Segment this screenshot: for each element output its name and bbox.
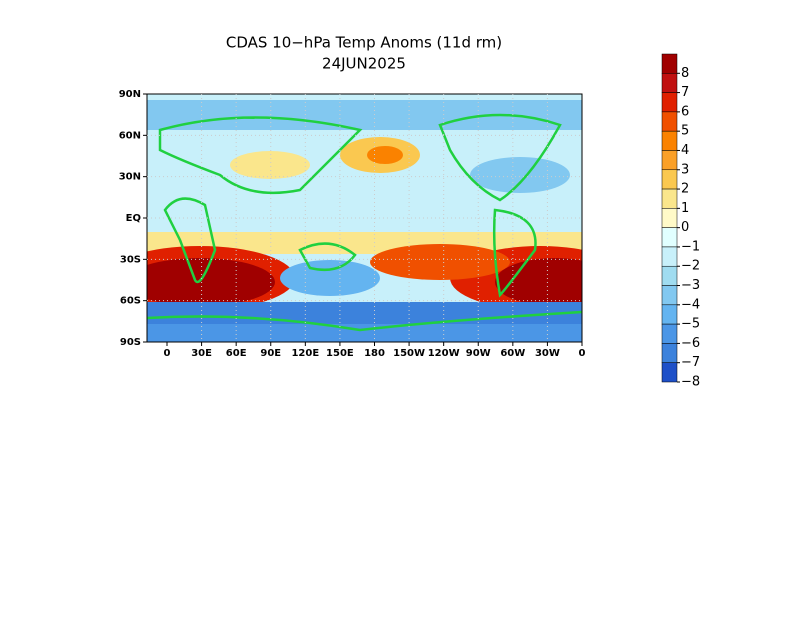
colorbar-box — [661, 111, 678, 132]
field-band — [147, 324, 582, 342]
field-blob — [495, 258, 582, 306]
colorbar-label: 0 — [681, 220, 689, 235]
lat-tick-label: 90N — [119, 89, 141, 100]
colorbar-label: −3 — [681, 278, 700, 293]
colorbar-box — [661, 285, 678, 306]
colorbar-label: −8 — [681, 375, 700, 390]
lon-tick-label: 60E — [226, 348, 247, 359]
colorbar-label: −5 — [681, 317, 700, 332]
colorbar-box — [661, 208, 678, 228]
colorbar-box — [661, 150, 678, 171]
colorbar-box — [661, 265, 678, 286]
coastline — [438, 113, 562, 202]
lat-tick-label: 30N — [119, 172, 141, 183]
colorbar-box — [661, 188, 678, 209]
lat-tick-label: 60N — [119, 130, 141, 141]
colorbar-box — [661, 92, 678, 113]
coastline — [492, 208, 537, 298]
lat-tick-label: 60S — [120, 296, 141, 307]
lon-tick-label: 150W — [393, 348, 425, 359]
lon-tick-label: 90E — [260, 348, 281, 359]
colorbar-label: 1 — [681, 201, 689, 216]
colorbar-label: 3 — [681, 162, 689, 177]
field-blob — [147, 258, 275, 306]
colorbar-box — [661, 227, 678, 248]
field-band — [147, 302, 582, 324]
lon-tick-label: 30E — [191, 348, 212, 359]
map-field — [147, 94, 582, 342]
title: CDAS 10−hPa Temp Anoms (11d rm) — [226, 34, 502, 52]
field-blob — [370, 244, 510, 280]
lon-tick-label: 120W — [428, 348, 460, 359]
colorbar-box — [661, 53, 678, 74]
colorbar-label: 8 — [681, 66, 689, 81]
colorbar-label: 6 — [681, 104, 689, 119]
lon-tick-label: 0 — [164, 348, 171, 359]
colorbar-label: 5 — [681, 124, 689, 139]
colorbar-box — [661, 169, 678, 190]
lat-tick-label: EQ — [126, 213, 141, 224]
colorbar-label: −2 — [681, 259, 700, 274]
colorbar-label: 4 — [681, 143, 689, 158]
colorbar-box — [661, 304, 678, 325]
lon-tick-label: 180 — [364, 348, 385, 359]
lon-tick-label: 120E — [291, 348, 319, 359]
colorbar-label: −4 — [681, 297, 700, 312]
field-blob — [470, 157, 570, 193]
field-blob — [280, 260, 380, 296]
field-blob — [230, 151, 310, 179]
coastline — [298, 242, 357, 272]
colorbar-label: −6 — [681, 336, 700, 351]
lat-tick-label: 90S — [120, 337, 141, 348]
colorbar-label: −1 — [681, 239, 700, 254]
coastline — [158, 116, 363, 195]
lon-tick-label: 60W — [500, 348, 525, 359]
coastline — [163, 197, 217, 284]
colorbar-box — [661, 323, 678, 344]
colorbar-box — [661, 362, 678, 383]
lon-tick-label: 30W — [535, 348, 560, 359]
subtitle: 24JUN2025 — [322, 55, 406, 73]
colorbar-label: −7 — [681, 355, 700, 370]
colorbar-box — [661, 246, 678, 267]
lon-tick-label: 150E — [326, 348, 354, 359]
colorbar-box — [661, 130, 678, 151]
lat-tick-label: 30S — [120, 254, 141, 265]
lon-tick-label: 90W — [466, 348, 491, 359]
field-blob — [367, 146, 403, 164]
colorbar-label: 2 — [681, 182, 689, 197]
colorbar-box — [661, 343, 678, 363]
coastline — [147, 310, 582, 332]
colorbar-box — [661, 73, 678, 93]
colorbar-label: 7 — [681, 85, 689, 100]
lon-tick-label: 0 — [579, 348, 586, 359]
